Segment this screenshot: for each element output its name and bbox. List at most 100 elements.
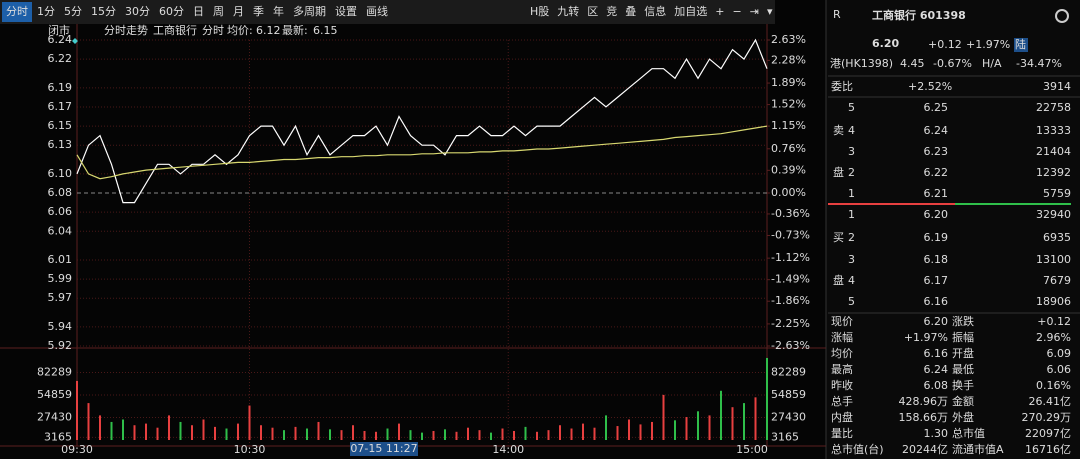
settings-icon[interactable] (1055, 9, 1069, 23)
toolbar-button[interactable]: 年 (273, 4, 284, 18)
volume-bar (248, 405, 251, 440)
order-volume: 32940 (1036, 208, 1071, 221)
volume-bar (352, 425, 354, 440)
panel-text: 3914 (1043, 80, 1071, 93)
y2-tick-label: 0.76% (771, 142, 806, 155)
volume-bar (76, 380, 78, 440)
cursor-label-bg (350, 442, 418, 456)
toolbar-button[interactable]: 竞 (606, 4, 617, 18)
toolbar-button[interactable]: + (715, 5, 724, 18)
level: 5 (848, 101, 855, 114)
toolbar-button[interactable]: 多周期 (293, 4, 326, 18)
toolbar-button[interactable]: − (733, 5, 742, 18)
volume-bar (409, 430, 412, 440)
stat-label: 总市值 (952, 426, 985, 440)
stock-name: 工商银行 (153, 23, 197, 37)
volume-bar (570, 428, 573, 440)
stat-label: 昨收 (831, 378, 853, 392)
toolbar-button[interactable]: 15分 (91, 5, 116, 18)
stat-label: 涨幅 (831, 331, 853, 344)
y-tick-label: 5.92 (48, 339, 73, 352)
y-tick-label: 27430 (37, 410, 72, 423)
volume-bar (490, 432, 492, 440)
avg-value: 6.12 (256, 24, 281, 37)
toolbar-button[interactable]: ▾ (767, 5, 773, 18)
y2-tick-label: -2.25% (771, 317, 810, 330)
stat-label: 现价 (831, 315, 853, 328)
y-tick-label: 6.24 (48, 33, 73, 46)
volume-bar (754, 397, 757, 440)
toolbar-button[interactable]: 画线 (366, 4, 388, 18)
toolbar-button[interactable]: 1分 (37, 5, 55, 18)
panel-text: 港(HK1398) (830, 57, 893, 70)
stat-value: 16716亿 (1025, 443, 1071, 456)
toolbar-button[interactable]: 月 (233, 5, 244, 18)
toolbar-button[interactable]: 60分 (159, 5, 184, 18)
toolbar-button[interactable]: 信息 (644, 4, 666, 18)
volume-bar (260, 425, 262, 440)
toolbar-button[interactable]: 设置 (335, 5, 357, 18)
order-price: 6.22 (924, 166, 949, 179)
order-price: 6.20 (924, 208, 949, 221)
order-price: 6.21 (924, 187, 949, 200)
volume-bar (317, 421, 320, 440)
y2-tick-label: 3165 (771, 430, 799, 443)
stat-value: 6.20 (924, 315, 949, 328)
toolbar-button[interactable]: 分时 (6, 5, 28, 18)
volume-bar (559, 425, 561, 440)
toolbar-button[interactable]: 5分 (64, 5, 82, 18)
toolbar-button[interactable]: 叠 (625, 5, 636, 18)
stat-value: 22097亿 (1025, 427, 1071, 440)
order-price: 6.19 (924, 231, 949, 244)
stat-label: 振幅 (952, 330, 974, 344)
y2-tick-label: 1.89% (771, 76, 806, 89)
toolbar-button[interactable]: 九转 (557, 4, 579, 18)
order-volume: 18906 (1036, 295, 1071, 308)
volume-bar (605, 415, 607, 440)
volume-bar (432, 430, 435, 440)
volume-bar (593, 427, 596, 440)
volume-bar (444, 429, 446, 440)
toolbar-button[interactable]: 加自选 (674, 5, 707, 18)
y-tick-label: 6.22 (48, 52, 73, 65)
y2-tick-label: 1.52% (771, 98, 806, 111)
volume-bar (455, 431, 458, 440)
panel-text: +1.97% (966, 38, 1010, 51)
stat-value: 6.06 (1047, 363, 1072, 376)
toolbar-button[interactable]: 区 (587, 5, 598, 18)
volume-bar (179, 421, 182, 440)
toolbar-button[interactable]: 30分 (125, 5, 150, 18)
panel-text: 陆 (1015, 37, 1026, 51)
stat-value: 158.66万 (899, 411, 949, 424)
panel-text: -34.47% (1016, 57, 1062, 70)
stat-value: 1.30 (924, 427, 949, 440)
side-label: 卖 (833, 124, 844, 137)
stat-label: 金额 (952, 394, 974, 408)
y-tick-label: 54859 (37, 388, 72, 401)
stat-value: 6.24 (924, 363, 949, 376)
stat-label: 外盘 (952, 410, 974, 424)
volume-bar (674, 420, 676, 440)
toolbar-button[interactable]: ⇥ (750, 5, 759, 18)
side-label: 买 (833, 231, 844, 244)
toolbar-button[interactable]: 日 (193, 5, 204, 18)
stat-value: 428.96万 (899, 395, 949, 408)
y2-tick-label: -1.86% (771, 294, 810, 307)
y2-tick-label: 0.00% (771, 186, 806, 199)
stat-label: 最高 (831, 362, 853, 376)
stat-label: 开盘 (952, 346, 974, 360)
y-tick-label: 6.08 (48, 186, 73, 199)
volume-bar (271, 427, 274, 440)
toolbar-button[interactable]: 周 (213, 5, 224, 18)
volume-bar (122, 419, 124, 440)
volume-bar (214, 426, 216, 440)
volume-bar (421, 432, 423, 440)
volume-bar (398, 423, 400, 440)
toolbar-button[interactable]: 季 (253, 5, 264, 18)
toolbar-button[interactable]: H股 (530, 5, 549, 18)
volume-bar (662, 394, 665, 440)
cursor-label: 07-15 11:27 (350, 442, 417, 455)
level: 3 (848, 145, 855, 158)
panel-text: 4.45 (900, 57, 925, 70)
